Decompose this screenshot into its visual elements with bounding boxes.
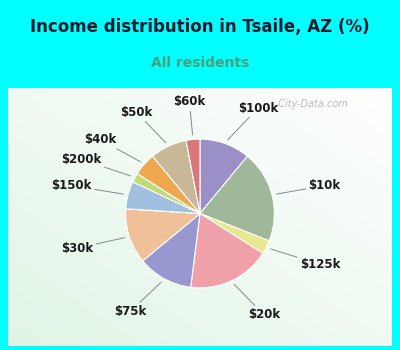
Text: $30k: $30k: [61, 238, 125, 254]
Text: All residents: All residents: [151, 56, 249, 70]
Wedge shape: [200, 156, 274, 241]
Wedge shape: [137, 156, 200, 214]
Wedge shape: [191, 214, 263, 288]
Text: $75k: $75k: [114, 282, 161, 318]
Wedge shape: [126, 209, 200, 261]
Text: $50k: $50k: [120, 106, 166, 142]
Wedge shape: [126, 182, 200, 214]
Text: City-Data.com: City-Data.com: [272, 99, 348, 109]
Text: $40k: $40k: [84, 133, 140, 162]
Text: $150k: $150k: [51, 179, 124, 194]
Wedge shape: [200, 214, 269, 253]
Text: $200k: $200k: [62, 153, 131, 176]
Text: $60k: $60k: [173, 96, 206, 135]
Wedge shape: [200, 139, 248, 214]
Wedge shape: [186, 139, 200, 214]
Text: $100k: $100k: [228, 102, 278, 140]
Text: $125k: $125k: [270, 249, 340, 271]
Text: Income distribution in Tsaile, AZ (%): Income distribution in Tsaile, AZ (%): [30, 18, 370, 36]
Text: $20k: $20k: [234, 285, 280, 321]
Wedge shape: [133, 174, 200, 214]
Text: $10k: $10k: [276, 179, 341, 194]
Wedge shape: [152, 140, 200, 214]
Wedge shape: [143, 214, 200, 287]
